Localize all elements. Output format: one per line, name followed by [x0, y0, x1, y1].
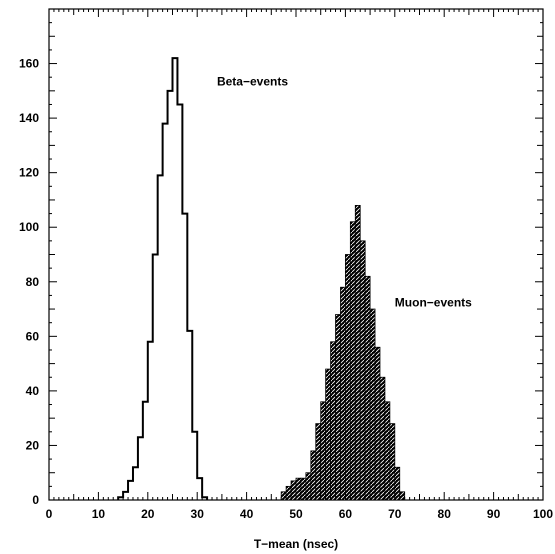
y-tick-label: 100 — [19, 220, 39, 234]
histogram-bin — [168, 91, 173, 500]
y-tick-label: 120 — [19, 166, 39, 180]
x-tick-label: 40 — [240, 507, 254, 521]
histogram-bar — [389, 423, 396, 501]
y-tick-label: 160 — [19, 57, 39, 71]
histogram-bar — [349, 221, 356, 501]
histogram-outline — [117, 57, 209, 500]
plot-frame — [48, 8, 544, 501]
histogram-bar — [379, 376, 386, 501]
beta-events-histogram — [117, 57, 209, 500]
histogram-bar — [310, 450, 317, 501]
x-tick-label: 10 — [92, 507, 106, 521]
y-tick-label: 60 — [26, 329, 40, 343]
y-tick-label: 40 — [26, 384, 40, 398]
x-tick-label: 0 — [46, 507, 53, 521]
histogram-bar — [399, 491, 406, 501]
x-tick-label: 80 — [438, 507, 452, 521]
histogram-bar — [340, 286, 346, 501]
histogram-bar — [374, 346, 381, 501]
annotations: Beta−events Muon−events — [217, 74, 472, 309]
histogram-bar — [354, 204, 361, 501]
x-tick-label: 20 — [141, 507, 155, 521]
histogram-bar — [280, 491, 287, 501]
series-annotation: Beta−events — [217, 74, 288, 88]
y-axis: 0 20 40 60 80 100 120 140 160 — [19, 8, 543, 507]
histogram-bin — [163, 124, 168, 500]
histogram-bar — [295, 477, 302, 501]
x-tick-label: 60 — [339, 507, 353, 521]
y-tick-label: 20 — [26, 438, 40, 452]
y-tick-label: 140 — [19, 111, 39, 125]
x-axis-title: T−mean (nsec) — [254, 537, 338, 551]
muon-events-histogram — [280, 204, 406, 501]
histogram-bar — [285, 485, 292, 501]
histogram-bar — [359, 240, 366, 501]
x-tick-label: 100 — [533, 507, 553, 521]
histogram-bar — [369, 308, 376, 501]
histogram-bar — [305, 472, 312, 501]
histogram-bar — [325, 368, 331, 501]
histogram-bar — [384, 401, 391, 501]
histogram-bar — [364, 275, 371, 501]
histogram-bin — [173, 58, 178, 500]
y-tick-label: 80 — [26, 275, 40, 289]
x-tick-label: 50 — [289, 507, 303, 521]
histogram-bar — [315, 423, 322, 501]
histogram-bar — [290, 480, 297, 501]
histogram-bar — [344, 254, 351, 501]
x-tick-label: 70 — [388, 507, 402, 521]
x-tick-label: 90 — [487, 507, 501, 521]
histogram-bar — [335, 314, 341, 501]
histogram-bar — [330, 341, 336, 501]
series-annotation: Muon−events — [395, 295, 472, 309]
histogram-bar — [300, 477, 307, 501]
histogram-bar — [394, 466, 401, 501]
x-axis: 0 10 20 30 40 50 60 70 80 90 100 — [46, 9, 553, 521]
plot-border — [48, 8, 544, 501]
histogram-bar — [320, 401, 327, 501]
x-tick-label: 30 — [191, 507, 205, 521]
y-tick-label: 0 — [32, 493, 39, 507]
